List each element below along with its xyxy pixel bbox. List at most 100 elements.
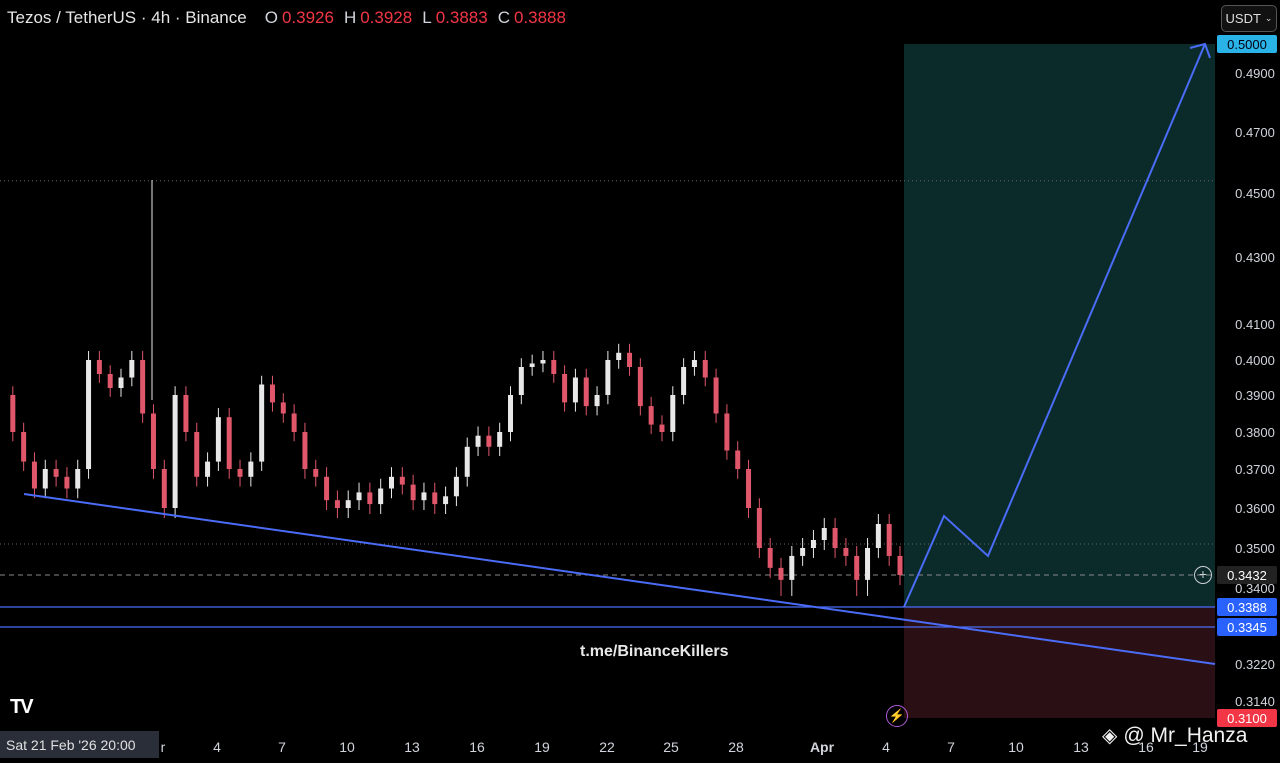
candle-body xyxy=(226,417,232,469)
y-axis: 0.4900 0.4700 0.4500 0.4300 0.4100 0.4000 0.39… xyxy=(1217,35,1277,727)
candle-body xyxy=(269,384,275,403)
candle-body xyxy=(778,567,784,580)
candle xyxy=(150,404,156,479)
price-label-level: 0.3388 xyxy=(1217,598,1277,616)
candle-body xyxy=(118,377,124,388)
candle xyxy=(540,351,546,373)
candle-body xyxy=(659,424,665,432)
candle xyxy=(86,351,92,479)
candle xyxy=(31,452,37,499)
horizontal-levels xyxy=(0,180,1215,628)
price-label-text: 0.3432 xyxy=(1227,568,1267,583)
candle-body xyxy=(789,555,795,580)
x-tick-label: 25 xyxy=(663,739,679,755)
candle-body xyxy=(215,417,221,462)
x-tick-label: r xyxy=(161,739,166,755)
y-tick-label: 0.3140 xyxy=(1235,694,1275,709)
candle xyxy=(486,426,492,457)
candle xyxy=(96,351,102,383)
y-tick-label: 0.3600 xyxy=(1235,501,1275,516)
candle-body xyxy=(107,374,113,388)
candles xyxy=(10,180,903,596)
candle-body xyxy=(746,469,752,508)
candle xyxy=(432,482,438,514)
candle-body xyxy=(508,395,514,432)
open-label: O xyxy=(264,8,278,27)
candle-body xyxy=(616,352,622,360)
loss-zone xyxy=(904,607,1215,718)
candle-body xyxy=(670,395,676,432)
candle-body xyxy=(324,476,330,501)
candle-body xyxy=(345,500,351,508)
plus-circle-icon[interactable]: + xyxy=(1194,566,1212,584)
candle-body xyxy=(605,360,611,395)
candle-body xyxy=(453,476,459,497)
lightning-icon[interactable]: ⚡ xyxy=(886,705,908,727)
candle-body xyxy=(150,413,156,469)
candle-body xyxy=(280,402,286,414)
candle xyxy=(627,343,633,376)
candle-body xyxy=(583,377,589,407)
candle xyxy=(572,368,578,412)
candle xyxy=(475,426,481,457)
candle xyxy=(367,482,373,514)
candle xyxy=(497,422,503,457)
candle-body xyxy=(843,548,849,556)
candle xyxy=(843,538,849,566)
long-position-zones xyxy=(904,44,1215,718)
credit-text: @ Mr_Hanza xyxy=(1123,723,1248,747)
candle xyxy=(810,530,816,558)
candle-body xyxy=(702,360,708,378)
candle-body xyxy=(886,524,892,556)
candle-body xyxy=(691,360,697,367)
candle xyxy=(215,407,221,471)
open-value: 0.3926 xyxy=(281,8,334,27)
candle xyxy=(659,415,665,442)
candle xyxy=(324,467,330,510)
candle-body xyxy=(486,435,492,447)
price-label-stop: 0.3100 xyxy=(1217,709,1277,727)
candle xyxy=(64,467,70,499)
candle-body xyxy=(313,469,319,477)
candle-body xyxy=(140,360,146,414)
candle-body xyxy=(86,360,92,469)
candle-body xyxy=(735,450,741,469)
binance-logo-icon: ◈ xyxy=(1102,725,1118,747)
tradingview-logo-icon[interactable]: TV xyxy=(10,696,34,718)
candle-body xyxy=(854,555,860,580)
x-tick-label: 10 xyxy=(339,739,355,755)
x-tick-label: 10 xyxy=(1008,739,1024,755)
candle xyxy=(410,474,416,510)
currency-dropdown[interactable]: USDT ⌄ xyxy=(1221,5,1277,32)
candle xyxy=(713,368,719,423)
candle-body xyxy=(291,413,297,432)
candle xyxy=(334,490,340,518)
candle-body xyxy=(497,432,503,447)
candle xyxy=(161,459,167,518)
candle-body xyxy=(518,367,524,395)
candle xyxy=(594,386,600,416)
candle xyxy=(854,546,860,596)
candle-body xyxy=(399,476,405,485)
candle xyxy=(53,459,59,487)
candle-body xyxy=(410,484,416,501)
y-tick-label: 0.4000 xyxy=(1235,353,1275,368)
candle-body xyxy=(302,432,308,469)
candle xyxy=(767,538,773,578)
candle-body xyxy=(96,360,102,374)
currency-label: USDT xyxy=(1225,11,1261,26)
candle-body xyxy=(627,352,633,367)
symbol-title: Tezos / TetherUS · 4h · Binance xyxy=(7,8,247,27)
candle xyxy=(259,375,265,471)
candle-body xyxy=(183,395,189,432)
price-label-level: 0.3345 xyxy=(1217,618,1277,636)
candle xyxy=(518,358,524,405)
candle-body xyxy=(31,461,37,489)
candle xyxy=(886,514,892,566)
candle-body xyxy=(248,461,254,477)
price-label-text: 0.5000 xyxy=(1227,37,1267,52)
candle-body xyxy=(42,469,48,489)
y-tick-label: 0.4100 xyxy=(1235,317,1275,332)
candle xyxy=(670,386,676,442)
